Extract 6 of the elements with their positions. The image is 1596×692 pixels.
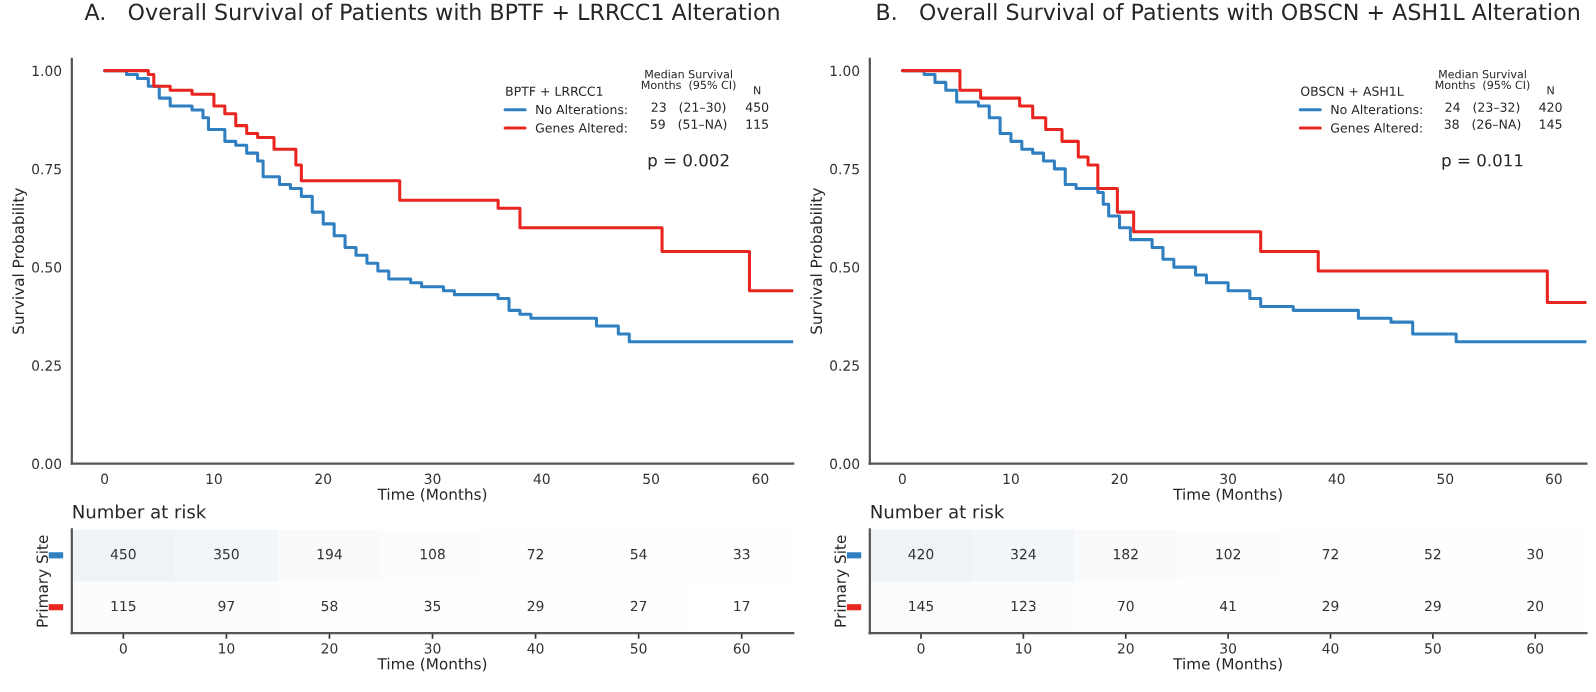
annotation: p = 0.002 <box>648 153 729 170</box>
chart-title: Number at risk <box>871 504 1005 519</box>
chart-title: B. Overall Survival of Patients with OBSCN + ASH1L Alteration <box>877 3 1579 21</box>
chart-title: A. Overall Survival of Patients with BPTF + LRRCC1 Alteration <box>84 3 779 21</box>
chart-title: Number at risk <box>73 504 207 519</box>
annotation: p = 0.011 <box>1442 153 1523 170</box>
